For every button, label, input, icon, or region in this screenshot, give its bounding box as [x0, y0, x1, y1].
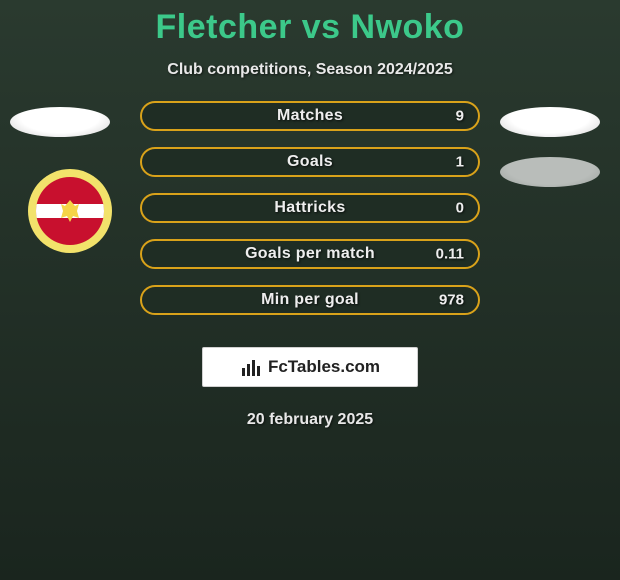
stat-bar-goals: Goals 1	[140, 147, 480, 177]
brand-text: FcTables.com	[268, 357, 380, 377]
stat-bar-hattricks: Hattricks 0	[140, 193, 480, 223]
stat-label: Goals	[287, 153, 333, 171]
club-crest-icon	[28, 169, 112, 253]
subtitle: Club competitions, Season 2024/2025	[0, 61, 620, 79]
infographic-card: Fletcher vs Nwoko Club competitions, Sea…	[0, 0, 620, 580]
stat-label: Matches	[277, 107, 343, 125]
stat-label: Min per goal	[261, 291, 359, 309]
left-flag-icon	[10, 107, 110, 137]
bar-chart-icon	[240, 356, 262, 378]
right-flag-secondary-icon	[500, 157, 600, 187]
stat-bars: Matches 9 Goals 1 Hattricks 0 Goals per …	[140, 101, 480, 331]
stat-value: 0.11	[436, 246, 464, 263]
crest-body	[36, 177, 104, 245]
stat-bar-goals-per-match: Goals per match 0.11	[140, 239, 480, 269]
right-flag-icon	[500, 107, 600, 137]
stat-bar-min-per-goal: Min per goal 978	[140, 285, 480, 315]
stat-value: 0	[456, 200, 464, 217]
stat-label: Goals per match	[245, 245, 375, 263]
footer-date: 20 february 2025	[0, 411, 620, 429]
stat-value: 978	[439, 292, 464, 309]
crest-devil-icon	[55, 196, 85, 226]
stats-area: Matches 9 Goals 1 Hattricks 0 Goals per …	[0, 117, 620, 347]
stat-label: Hattricks	[274, 199, 345, 217]
page-title: Fletcher vs Nwoko	[0, 0, 620, 47]
brand-badge: FcTables.com	[202, 347, 418, 387]
stat-bar-matches: Matches 9	[140, 101, 480, 131]
stat-value: 1	[456, 154, 464, 171]
stat-value: 9	[456, 108, 464, 125]
